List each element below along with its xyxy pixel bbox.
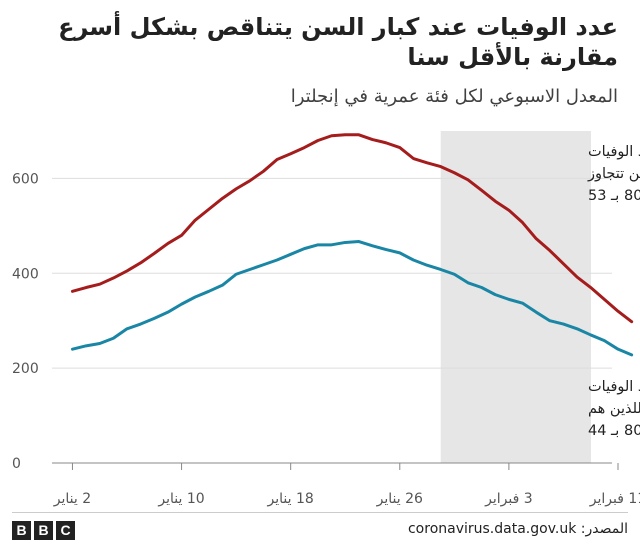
y-tick-label: 200 [12,361,39,377]
series-label-over-80: بالنسبة للذين تتجاوز [587,166,640,182]
series-label-under-80: بالنسبة للذين هم [588,401,640,417]
footer-divider [12,512,628,513]
chart-subtitle: المعدل الاسبوعي لكل فئة عمرية في إنجلترا [290,86,618,107]
y-tick-label: 400 [12,266,39,282]
x-tick-label: 10 يناير [157,491,204,507]
x-tick-label: 18 يناير [267,491,314,507]
bbc-logo-letter: B [34,521,53,540]
y-tick-label: 0 [12,456,21,472]
chart-title: عدد الوفيات عند كبار السن يتناقص بشكل أس… [58,13,618,71]
bbc-logo: B B C [12,521,75,540]
y-tick-label: 600 [12,171,39,187]
series-label-under-80: تناقص عدد الوفيات [588,379,640,395]
source-credit: المصدر: coronavirus.data.gov.uk [407,521,628,537]
series-line-over-80 [70,133,634,324]
x-tick-label: 11 فبراير [589,491,640,507]
x-tick-label: 3 فبراير [484,491,533,507]
x-tick-label: 26 يناير [376,491,423,507]
highlight-band [440,131,591,463]
bbc-logo-letter: C [56,521,75,540]
series-label-over-80: % أعمارهم الـ 80 بـ 53 [588,185,640,204]
series-label-over-80: تناقص عدد الوفيات [588,144,640,160]
series-label-under-80: % دون الـ 80 بـ 44 [588,423,640,439]
x-tick-label: 2 يناير [53,491,91,507]
series-line-under-80 [70,240,634,357]
bbc-logo-letter: B [12,521,31,540]
